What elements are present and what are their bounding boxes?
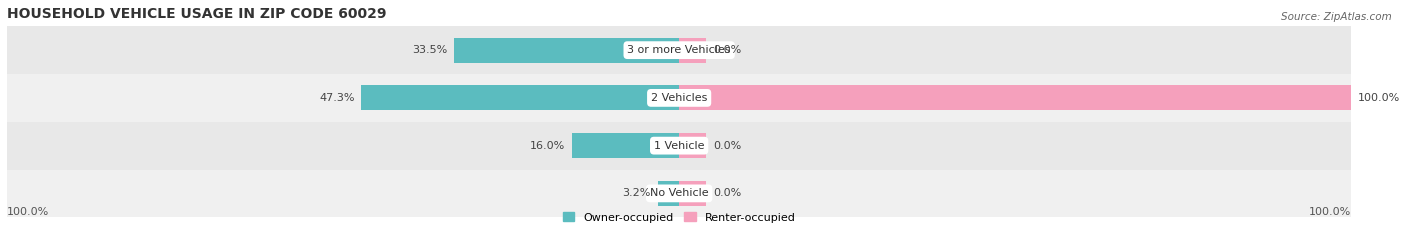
Text: 0.0%: 0.0% (713, 188, 741, 198)
Bar (679, 86, 1351, 110)
Text: 0.0%: 0.0% (713, 45, 741, 55)
Text: HOUSEHOLD VEHICLE USAGE IN ZIP CODE 60029: HOUSEHOLD VEHICLE USAGE IN ZIP CODE 6002… (7, 7, 387, 21)
Text: 0.0%: 0.0% (713, 141, 741, 151)
Bar (7, 74, 1351, 122)
Bar (658, 181, 679, 206)
Text: 3.2%: 3.2% (623, 188, 651, 198)
Text: No Vehicle: No Vehicle (650, 188, 709, 198)
Bar (572, 133, 679, 158)
Text: 33.5%: 33.5% (412, 45, 447, 55)
Bar (7, 170, 1351, 217)
Bar (679, 133, 706, 158)
Legend: Owner-occupied, Renter-occupied: Owner-occupied, Renter-occupied (558, 208, 800, 227)
Text: 100.0%: 100.0% (1358, 93, 1400, 103)
Text: 2 Vehicles: 2 Vehicles (651, 93, 707, 103)
Text: 1 Vehicle: 1 Vehicle (654, 141, 704, 151)
Text: 3 or more Vehicles: 3 or more Vehicles (627, 45, 731, 55)
Bar (454, 38, 679, 63)
Bar (361, 86, 679, 110)
Bar (679, 38, 706, 63)
Text: 100.0%: 100.0% (7, 207, 49, 217)
Text: 16.0%: 16.0% (530, 141, 565, 151)
Bar (7, 122, 1351, 170)
Text: 47.3%: 47.3% (319, 93, 354, 103)
Text: 100.0%: 100.0% (1309, 207, 1351, 217)
Bar (7, 26, 1351, 74)
Text: Source: ZipAtlas.com: Source: ZipAtlas.com (1281, 12, 1392, 22)
Bar (679, 181, 706, 206)
